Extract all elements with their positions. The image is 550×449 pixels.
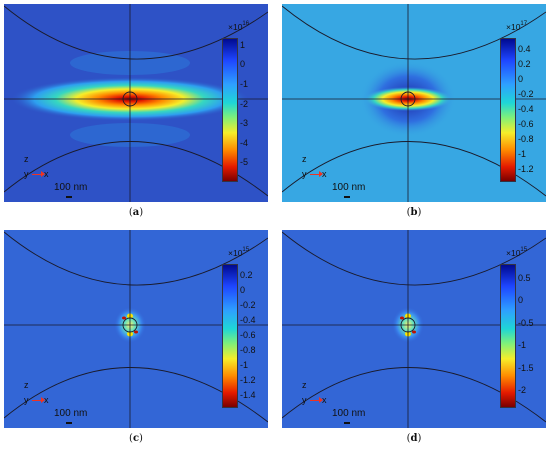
colorbar-exponent-c: ×1015	[228, 247, 250, 258]
colorbar-tick-label: 0	[518, 295, 524, 306]
arrowhead-icon	[319, 397, 323, 403]
colorbar-tick-label: 1	[240, 39, 246, 50]
axis-z-label: z	[24, 380, 29, 390]
particle-outline	[400, 91, 416, 107]
colorbar-tick-label: -1.4	[240, 389, 256, 400]
colorbar-tick-label: -0.2	[240, 300, 256, 311]
hotspot-red	[122, 316, 126, 320]
axis-triad-a: z y x	[24, 154, 64, 194]
caption-a: (a)	[128, 207, 144, 218]
axis-y-label: y	[24, 169, 29, 179]
scalebar-a: 100 nm	[54, 182, 87, 198]
colorbar-a	[222, 38, 238, 182]
scalebar-b: 100 nm	[332, 182, 365, 198]
axis-y-label: y	[302, 169, 307, 179]
upper-tip-outline	[282, 231, 546, 286]
scalebar-c: 100 nm	[54, 408, 87, 424]
colorbar-b	[500, 38, 516, 182]
colorbar-tick-label: -0.6	[518, 118, 534, 129]
upper-tip-outline	[4, 231, 268, 286]
scalebar-line	[344, 196, 350, 198]
colorbar-tick-label: 0.4	[518, 44, 531, 55]
colorbar-tick-label: 0	[518, 74, 524, 85]
scalebar-line	[66, 196, 72, 198]
axis-z-label: z	[24, 154, 29, 164]
upper-tip-outline	[4, 5, 268, 60]
hotspot-red	[412, 330, 416, 334]
particle-outline	[122, 317, 138, 333]
panel-d: 0.5 0 -0.5 -1 -1.5 -2 ×1015 z y x 100 nm	[282, 230, 546, 428]
colorbar-exponent-b: ×1017	[506, 21, 528, 32]
colorbar-tick-label: -1.2	[518, 163, 534, 174]
axis-x-arrow	[310, 174, 322, 175]
colorbar-tick-label: -0.2	[518, 89, 534, 100]
axis-x-label: x	[44, 169, 49, 179]
colorbar-d	[500, 264, 516, 408]
axis-y-label: y	[302, 395, 307, 405]
colorbar-tick-label: -3	[240, 118, 249, 129]
panel-b: 0.4 0.2 0 -0.2 -0.4 -0.6 -0.8 -1 -1.2 ×1017 z y …	[282, 4, 546, 202]
colorbar-exponent-d: ×1015	[506, 247, 528, 258]
colorbar-tick-label: -1.5	[518, 362, 534, 373]
axis-x-arrow	[32, 174, 44, 175]
colorbar-c	[222, 264, 238, 408]
colorbar-tick-label: -0.6	[240, 330, 256, 340]
axis-x-arrow	[32, 400, 44, 401]
colorbar-tick-label: -2	[240, 98, 249, 109]
caption-d: (d)	[406, 433, 422, 444]
colorbar-tick-label: 0.2	[240, 270, 253, 281]
caption-b: (b)	[406, 207, 422, 218]
colorbar-exponent-a: ×1016	[228, 21, 250, 32]
axis-triad-b: z y x	[302, 154, 342, 194]
colorbar-tick-label: -1.2	[240, 374, 256, 385]
colorbar-tick-label: 0	[240, 59, 246, 70]
colorbar-tick-label: 0.5	[518, 272, 531, 283]
axis-x-arrow	[310, 400, 322, 401]
arrowhead-icon	[319, 171, 323, 177]
particle-outline	[400, 317, 416, 333]
arrowhead-icon	[41, 171, 45, 177]
colorbar-tick-label: -1	[240, 359, 249, 370]
axis-x-label: x	[322, 395, 327, 405]
colorbar-tick-label: -1	[518, 340, 527, 351]
axis-x-label: x	[322, 169, 327, 179]
colorbar-ticks-d: 0.5 0 -0.5 -1 -1.5 -2	[518, 264, 546, 406]
colorbar-ticks-c: 0.2 0 -0.2 -0.4 -0.6 -0.8 -1 -1.2 -1.4	[240, 264, 268, 406]
colorbar-tick-label: -1	[518, 148, 527, 159]
scalebar-d: 100 nm	[332, 408, 365, 424]
particle-outline	[122, 91, 138, 107]
upper-tip-outline	[282, 5, 546, 60]
colorbar-ticks-a: 1 0 -1 -2 -3 -4 -5	[240, 38, 268, 180]
colorbar-tick-label: -2	[518, 385, 527, 396]
colorbar-tick-label: -4	[240, 137, 249, 148]
caption-c: (c)	[129, 433, 143, 444]
panel-a: 1 0 -1 -2 -3 -4 -5 ×1016 z y x 100 nm	[4, 4, 268, 202]
colorbar-tick-label: -0.4	[518, 104, 534, 114]
colorbar-tick-label: -0.4	[240, 315, 256, 326]
scalebar-line	[344, 422, 350, 424]
axis-z-label: z	[302, 380, 307, 390]
arrowhead-icon	[41, 397, 45, 403]
panel-c: 0.2 0 -0.2 -0.4 -0.6 -0.8 -1 -1.2 -1.4 ×1015 z y…	[4, 230, 268, 428]
hotspot-red	[134, 330, 138, 334]
scalebar-line	[66, 422, 72, 424]
axis-y-label: y	[24, 395, 29, 405]
hotspot-red	[400, 316, 404, 320]
colorbar-tick-label: -0.8	[240, 344, 256, 355]
colorbar-tick-label: 0.2	[518, 59, 531, 70]
colorbar-ticks-b: 0.4 0.2 0 -0.2 -0.4 -0.6 -0.8 -1 -1.2	[518, 38, 546, 180]
colorbar-tick-label: -1	[240, 79, 249, 90]
axis-z-label: z	[302, 154, 307, 164]
axis-x-label: x	[44, 395, 49, 405]
axis-triad-c: z y x	[24, 380, 64, 420]
axis-triad-d: z y x	[302, 380, 342, 420]
colorbar-tick-label: -5	[240, 157, 249, 168]
colorbar-tick-label: -0.8	[518, 133, 534, 144]
colorbar-tick-label: -0.5	[518, 317, 534, 328]
colorbar-tick-label: 0	[240, 285, 246, 296]
